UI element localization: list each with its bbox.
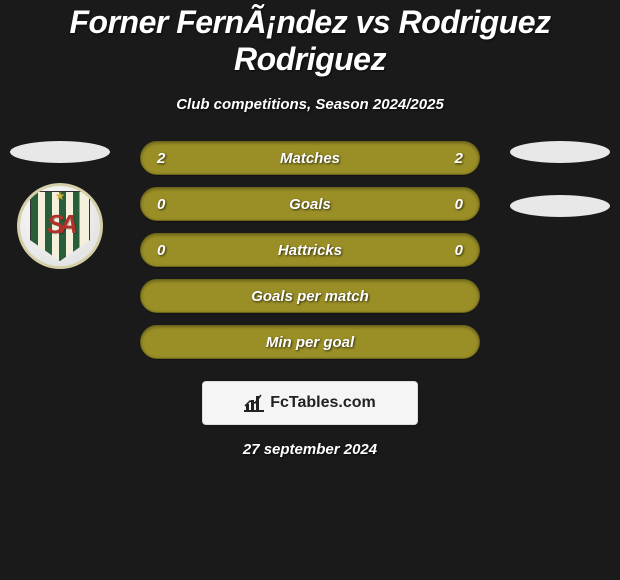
stat-right-value: 0 bbox=[443, 196, 463, 213]
stat-label: Hattricks bbox=[278, 242, 342, 259]
player-photo-placeholder-right-1 bbox=[510, 141, 610, 163]
stat-row-hattricks: 0 Hattricks 0 bbox=[140, 233, 480, 267]
right-player-column bbox=[510, 141, 610, 217]
site-name-text: FcTables bbox=[270, 394, 338, 411]
player-photo-placeholder-right-2 bbox=[510, 195, 610, 217]
stat-label: Goals bbox=[289, 196, 331, 213]
club-monogram: SA bbox=[47, 209, 73, 240]
stat-right-value: 2 bbox=[443, 150, 463, 167]
page-subtitle: Club competitions, Season 2024/2025 bbox=[176, 96, 444, 113]
stats-area: ★ SA 2 Matches 2 0 Goals 0 0 Hattric bbox=[0, 141, 620, 359]
stat-label: Min per goal bbox=[266, 334, 354, 351]
star-icon: ★ bbox=[55, 189, 66, 203]
stat-row-goals: 0 Goals 0 bbox=[140, 187, 480, 221]
club-shield-icon: ★ SA bbox=[30, 191, 90, 261]
stat-label: Matches bbox=[280, 150, 340, 167]
player-photo-placeholder-left bbox=[10, 141, 110, 163]
source-site-badge[interactable]: FcTables.com bbox=[202, 381, 418, 425]
site-tld-text: .com bbox=[338, 394, 375, 411]
stat-row-goals-per-match: Goals per match bbox=[140, 279, 480, 313]
club-badge-left: ★ SA bbox=[17, 183, 103, 269]
stat-row-matches: 2 Matches 2 bbox=[140, 141, 480, 175]
stat-label: Goals per match bbox=[251, 288, 369, 305]
stat-row-min-per-goal: Min per goal bbox=[140, 325, 480, 359]
comparison-card: Forner FernÃ¡ndez vs Rodriguez Rodriguez… bbox=[0, 0, 620, 458]
stat-left-value: 0 bbox=[157, 242, 177, 259]
footer-date: 27 september 2024 bbox=[243, 441, 377, 458]
stat-left-value: 0 bbox=[157, 196, 177, 213]
stat-right-value: 0 bbox=[443, 242, 463, 259]
bar-chart-icon bbox=[244, 394, 264, 412]
page-title: Forner FernÃ¡ndez vs Rodriguez Rodriguez bbox=[0, 4, 620, 78]
source-site-name: FcTables.com bbox=[270, 394, 376, 412]
stat-rows: 2 Matches 2 0 Goals 0 0 Hattricks 0 Goal… bbox=[140, 141, 480, 359]
left-player-column: ★ SA bbox=[10, 141, 110, 269]
stat-left-value: 2 bbox=[157, 150, 177, 167]
